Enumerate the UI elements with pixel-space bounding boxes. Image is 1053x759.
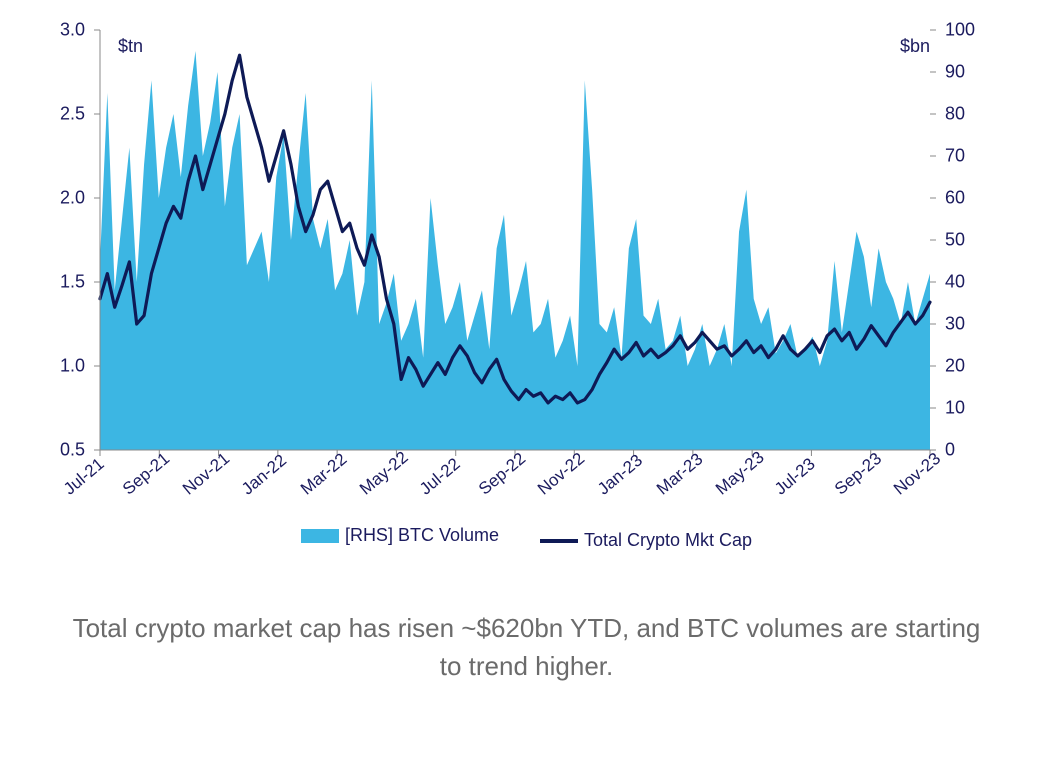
plot-svg: [100, 30, 930, 450]
legend-item-mktcap: Total Crypto Mkt Cap: [540, 530, 752, 551]
x-tick-label: Jul-21: [60, 454, 108, 499]
ticks-right: [930, 30, 936, 450]
plot-area: [100, 30, 930, 450]
x-tick-label: Jan-22: [238, 451, 291, 500]
x-tick-label: May-22: [356, 448, 412, 500]
x-tick-label: Jul-22: [416, 454, 464, 499]
y-right-tick-label: 10: [945, 398, 1000, 419]
y-right-tick-label: 0: [945, 440, 1000, 461]
y-left-tick-label: 3.0: [30, 20, 85, 41]
y-right-tick-label: 30: [945, 314, 1000, 335]
y-left-tick-label: 1.0: [30, 356, 85, 377]
y-right-tick-label: 20: [945, 356, 1000, 377]
x-tick-label: Nov-22: [534, 449, 589, 500]
legend-swatch-area: [301, 529, 339, 543]
y-axis-left: 3.02.52.01.51.00.5: [30, 30, 90, 450]
x-tick-label: Sep-23: [831, 449, 886, 500]
y-right-tick-label: 90: [945, 62, 1000, 83]
x-tick-label: May-23: [712, 448, 768, 500]
y-right-tick-label: 70: [945, 146, 1000, 167]
x-tick-label: Jan-23: [594, 451, 647, 500]
y-right-tick-label: 100: [945, 20, 1000, 41]
x-tick-label: Jul-23: [771, 454, 819, 499]
y-left-tick-label: 1.5: [30, 272, 85, 293]
y-right-tick-label: 80: [945, 104, 1000, 125]
chart: 3.02.52.01.51.00.5 100908070605040302010…: [30, 20, 1023, 580]
caption-text: Total crypto market cap has risen ~$620b…: [60, 610, 993, 685]
legend-item-volume: [RHS] BTC Volume: [301, 525, 499, 546]
y-left-tick-label: 2.0: [30, 188, 85, 209]
ticks-left: [94, 30, 100, 450]
page: 3.02.52.01.51.00.5 100908070605040302010…: [0, 0, 1053, 759]
x-axis: Jul-21Sep-21Nov-21Jan-22Mar-22May-22Jul-…: [100, 452, 930, 512]
legend: [RHS] BTC Volume Total Crypto Mkt Cap: [30, 525, 1023, 551]
y-right-tick-label: 50: [945, 230, 1000, 251]
x-tick-label: Nov-23: [890, 449, 945, 500]
x-tick-label: Nov-21: [179, 449, 234, 500]
y-right-tick-label: 40: [945, 272, 1000, 293]
legend-swatch-line: [540, 539, 578, 543]
x-tick-label: Mar-22: [297, 449, 351, 499]
legend-label-mktcap: Total Crypto Mkt Cap: [584, 530, 752, 551]
x-tick-label: Sep-22: [475, 449, 530, 500]
y-left-tick-label: 2.5: [30, 104, 85, 125]
y-left-tick-label: 0.5: [30, 440, 85, 461]
x-tick-label: Sep-21: [119, 449, 174, 500]
x-tick-label: Mar-23: [653, 449, 707, 499]
y-right-tick-label: 60: [945, 188, 1000, 209]
y-axis-right: 1009080706050403020100: [940, 30, 1000, 450]
legend-label-volume: [RHS] BTC Volume: [345, 525, 499, 546]
